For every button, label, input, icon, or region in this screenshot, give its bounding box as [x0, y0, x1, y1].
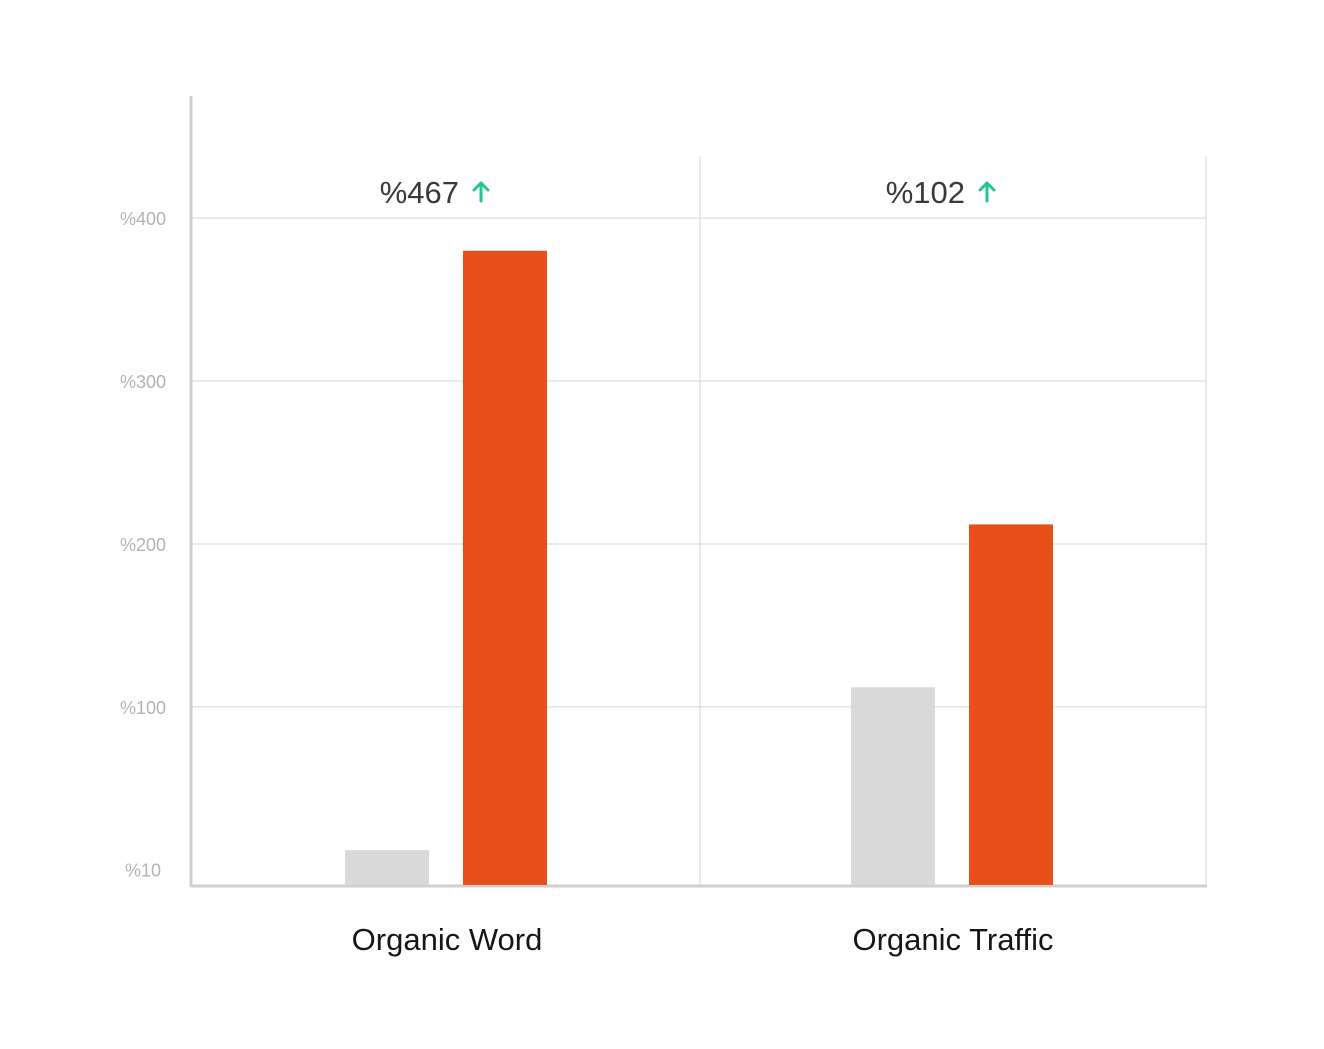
growth-annotation: %467	[380, 175, 490, 210]
y-tick-label: %200	[120, 535, 166, 555]
y-tick-label: %300	[120, 372, 166, 392]
bar	[345, 850, 429, 885]
grid-layer	[191, 156, 1207, 886]
y-tick-label: %10	[125, 861, 161, 881]
y-tick-label: %100	[120, 698, 166, 718]
bar	[851, 687, 935, 885]
arrow-up-icon	[472, 181, 490, 203]
axis-layer	[189, 96, 1207, 888]
growth-annotation: %102	[886, 175, 996, 210]
bar	[463, 250, 547, 886]
y-tick-label: %400	[120, 209, 166, 229]
bar-layer	[345, 250, 1053, 886]
category-label: Organic Word	[352, 922, 543, 957]
growth-label: %102	[886, 175, 965, 210]
category-label: Organic Traffic	[852, 922, 1053, 957]
growth-label: %467	[380, 175, 459, 210]
bar	[969, 524, 1053, 885]
arrow-up-icon	[978, 181, 996, 203]
label-layer: %10 %100 %200 %300 %400 Organic Word %467 Organ…	[120, 175, 1054, 957]
